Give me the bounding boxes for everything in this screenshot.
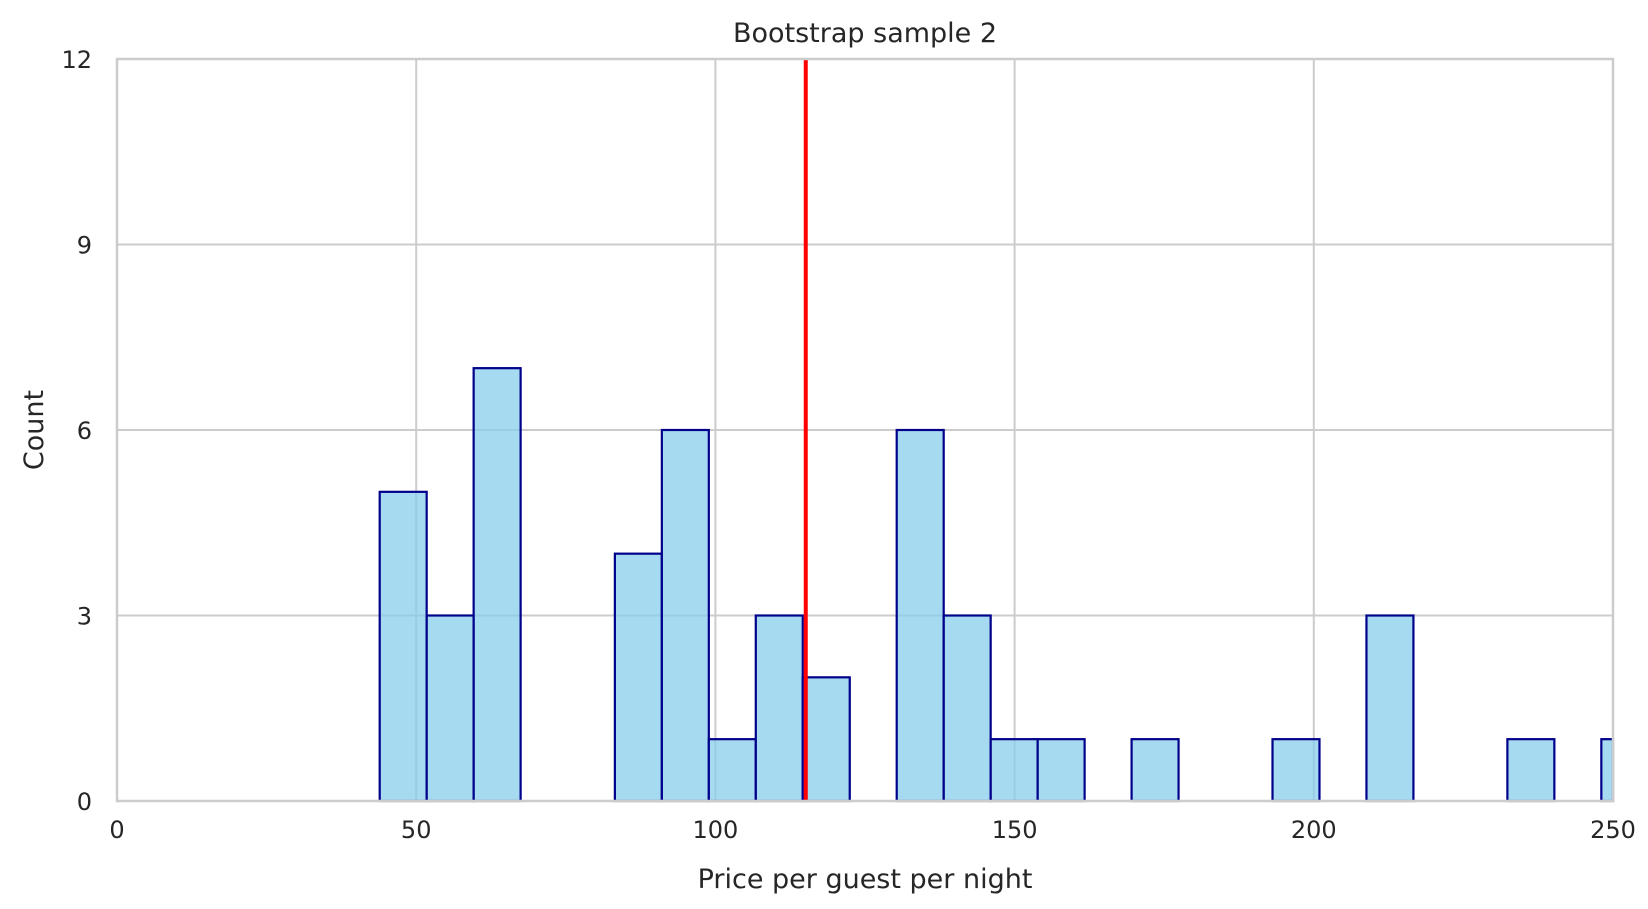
y-tick-label: 12: [61, 46, 92, 74]
histogram-bar: [707, 738, 757, 803]
histogram-bar: [1271, 738, 1321, 803]
histogram-bar: [895, 428, 945, 803]
histogram-bar: [942, 614, 992, 803]
histogram-bar: [989, 738, 1039, 803]
x-tick-label: 150: [992, 816, 1038, 844]
y-tick-label: 3: [77, 603, 92, 631]
histogram-bar: [425, 614, 475, 803]
histogram-bar: [378, 490, 428, 803]
y-tick-label: 0: [77, 788, 92, 816]
x-tick-label: 250: [1590, 816, 1636, 844]
histogram-bar: [1600, 738, 1615, 803]
histogram-bar: [754, 614, 804, 803]
histogram-bar: [801, 676, 851, 803]
histogram-bars: [378, 367, 1615, 803]
histogram-bar: [613, 552, 663, 803]
histogram-bar: [660, 428, 710, 803]
histogram-bar: [1036, 738, 1086, 803]
x-axis-label: Price per guest per night: [698, 864, 1033, 895]
histogram-bar: [1130, 738, 1180, 803]
plot-border: [115, 57, 1615, 803]
histogram-bar: [1506, 738, 1556, 803]
x-tick-label: 0: [109, 816, 124, 844]
chart-title: Bootstrap sample 2: [733, 18, 997, 49]
histogram-bar: [1365, 614, 1415, 803]
y-tick-labels: 0 3 6 9 12: [61, 46, 92, 816]
y-axis-label: Count: [19, 390, 50, 470]
plot-frame: [115, 57, 1615, 803]
x-tick-label: 50: [401, 816, 432, 844]
y-tick-label: 9: [77, 232, 92, 260]
histogram-bar: [472, 367, 522, 803]
y-tick-label: 6: [77, 417, 92, 445]
x-tick-label: 200: [1291, 816, 1337, 844]
x-tick-label: 100: [692, 816, 738, 844]
x-tick-labels: 0 50 100 150 200 250: [109, 816, 1636, 844]
